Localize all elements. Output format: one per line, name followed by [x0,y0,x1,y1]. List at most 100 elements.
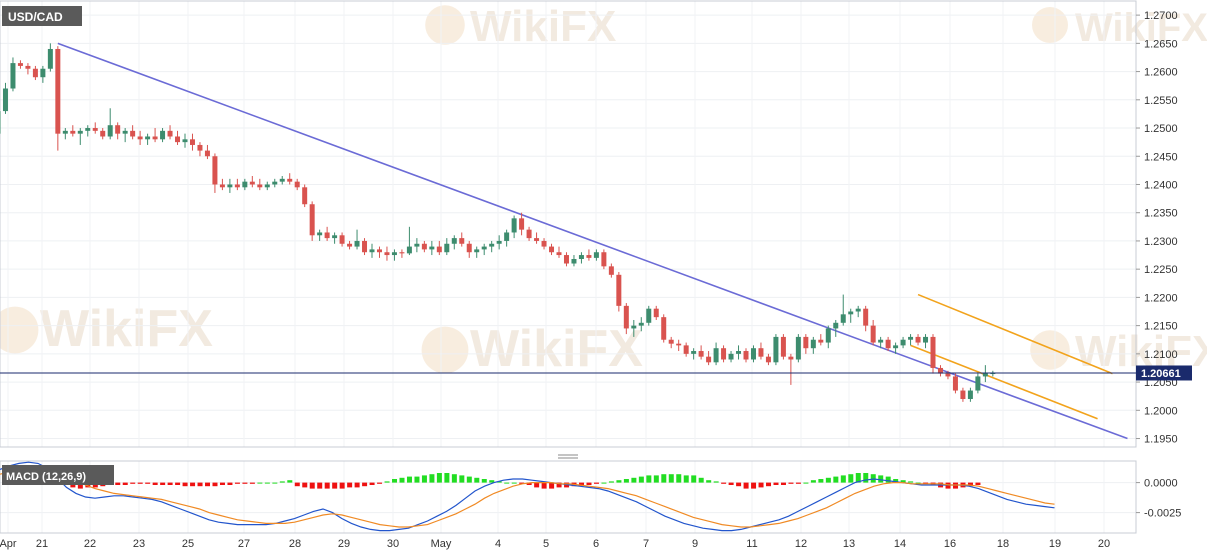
macd-histogram-bar [257,482,263,484]
macd-histogram-bar [115,482,121,485]
candle [937,365,943,377]
candle [55,46,61,151]
date-tick-label: 27 [238,538,250,550]
macd-histogram-bar [706,480,712,483]
date-tick-label: 25 [182,538,194,550]
candle [167,125,173,140]
macd-histogram-bar [279,481,285,483]
candle [571,255,577,267]
price-axis: 1.2700 1.2650 1.2600 1.2550 1.2500 1.2450 1.24… [1136,10,1178,446]
candle [25,63,31,75]
macd-histogram-bar [638,476,644,483]
date-tick-label: 21 [36,538,48,550]
candle [2,82,8,114]
macd-histogram-bar [818,479,824,483]
macd-histogram-bar [354,482,360,488]
macd-pane-border [0,460,1137,534]
date-tick-label: 20 [1098,538,1110,550]
macd-histogram-bar [728,482,734,485]
candle [17,60,23,69]
candle [848,308,854,323]
macd-histogram-bar [683,475,689,483]
date-tick-label: 29 [338,538,350,550]
macd-histogram-bar [743,482,749,489]
macd-histogram-bar [975,482,981,485]
pane-resize-handle[interactable] [558,454,578,459]
candle [556,246,562,258]
candle [526,226,532,241]
macd-histogram-bar [332,482,338,489]
macd-histogram-bar [384,481,390,483]
date-tick-label: 5 [543,538,549,550]
candle [511,215,517,239]
candle [302,184,308,208]
macd-histogram-bar [534,482,540,488]
candle [429,240,435,256]
candle [713,342,719,366]
candle [77,128,83,145]
macd-histogram-bar [721,482,727,484]
macd-histogram-bar [294,482,300,487]
macd-histogram-bar [496,481,502,483]
price-tick-label: 1.2350 [1144,208,1178,220]
macd-histogram-bar [436,473,442,483]
macd-histogram-bar [190,482,196,487]
candle [399,249,405,258]
macd-histogram-bar [466,476,472,483]
macd-histogram-bar [616,480,622,483]
macd-axis: 0.0000 -0.0025 [1136,478,1181,520]
candle [765,353,771,366]
macd-histogram-bar [780,482,786,485]
macd-histogram-bar [451,474,457,483]
macd-histogram-bar [369,482,375,485]
candle [421,240,427,253]
macd-histogram-bar [541,482,547,489]
macd-tick-label: 0.0000 [1144,478,1178,490]
candle [908,334,914,346]
price-tick-label: 1.2500 [1144,123,1178,135]
macd-histogram-bar [601,482,607,484]
macd-histogram-bar [339,482,345,489]
candle [92,122,98,134]
macd-histogram-bar [511,482,517,484]
date-tick-label: 6 [593,538,599,550]
candle [631,319,637,337]
watermark-text: WikiFX [470,2,616,51]
macd-histogram-bar [264,482,270,484]
macd-histogram-bar [489,480,495,483]
macd-histogram-bar [646,475,652,483]
candle [818,334,824,346]
macd-histogram-bar [347,482,353,488]
candle [414,238,420,253]
macd-histogram-bar [623,479,629,483]
candle [586,249,592,261]
macd-histogram-bar [893,479,899,483]
candle [219,178,225,191]
candle [130,125,136,140]
candle [451,235,457,250]
candle [145,133,151,145]
macd-histogram-bar [392,479,398,483]
macd-histogram-bar [676,474,682,483]
candle [197,142,203,157]
candle [788,353,794,385]
candle [668,336,674,349]
candle [152,128,158,143]
macd-histogram-bar [758,482,764,488]
date-tick-label: 22 [84,538,96,550]
macd-histogram-bar [474,477,480,483]
candle [32,65,38,81]
candle [182,133,188,148]
candle [362,238,368,256]
watermark-logo-icon [1030,330,1070,370]
macd-badge: MACD (12,26,9) [2,465,114,485]
macd-histogram-bar [691,475,697,483]
candle [982,365,988,383]
candle [504,229,510,247]
symbol-label: USD/CAD [8,10,63,24]
candle [122,128,128,143]
macd-histogram [25,473,981,489]
candle [893,342,899,354]
candle [160,128,166,143]
macd-histogram-bar [967,482,973,487]
